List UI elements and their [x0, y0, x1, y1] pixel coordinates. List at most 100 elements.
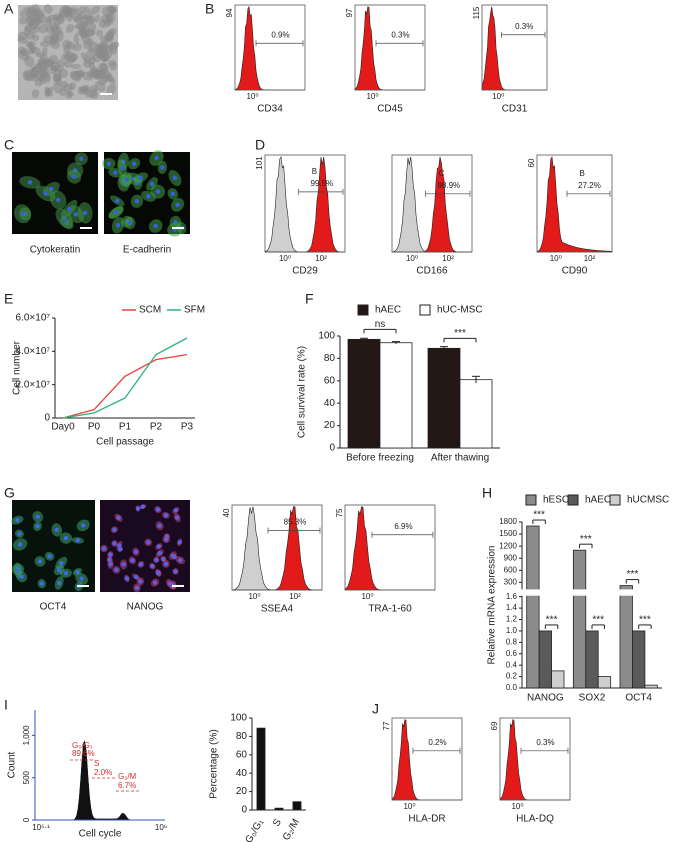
nucleus	[121, 562, 126, 567]
cell	[38, 23, 48, 34]
gate-percent: 99.5%	[310, 179, 333, 188]
micrograph	[102, 150, 190, 237]
y-tick-label: 300	[504, 577, 518, 586]
y-max-label: 75	[335, 508, 344, 517]
nucleus	[155, 189, 161, 194]
y-tick-label: 20	[236, 786, 248, 797]
cell	[72, 14, 82, 23]
y-tick-label: 0	[44, 413, 50, 424]
nucleus	[113, 210, 119, 215]
y-tick-label: 60	[324, 375, 336, 386]
cell	[79, 26, 90, 39]
x-axis-label: CD166	[416, 266, 448, 277]
x-axis-label: CD34	[257, 104, 283, 115]
y-tick-label: 500	[22, 770, 31, 784]
x-tick-label: 10²	[289, 592, 301, 601]
y-tick-label: 0	[22, 817, 31, 822]
phase-name: S	[94, 759, 99, 768]
nucleus	[17, 531, 22, 536]
cell	[29, 19, 40, 31]
cell	[103, 70, 112, 80]
nucleus	[157, 523, 162, 528]
nucleus	[146, 194, 151, 199]
panel-label: D	[255, 137, 265, 153]
x-axis-label: HLA-DR	[408, 814, 445, 825]
nucleus	[108, 552, 113, 557]
y-tick-label: 0.0	[506, 683, 518, 692]
phase-name: G₀/G₁	[72, 741, 93, 750]
nucleus	[39, 581, 44, 586]
x-tick-label: 10⁰	[492, 92, 504, 101]
nucleus	[37, 559, 43, 564]
histogram	[536, 155, 613, 253]
phase-percent: 2.0%	[94, 768, 112, 777]
x-axis-label: TRA-1-60	[368, 604, 412, 615]
series-line	[62, 354, 188, 419]
y-tick-label: 0	[329, 443, 335, 454]
cell	[91, 68, 99, 78]
legend-swatch	[357, 304, 369, 316]
y-tick-label: 600	[504, 565, 518, 574]
legend-label: hESC	[543, 495, 569, 506]
cell	[95, 51, 106, 59]
y-tick-label: 6.0×10⁷	[16, 313, 51, 324]
plot-frame	[536, 154, 613, 253]
significance-label: ***	[454, 328, 466, 339]
gate-percent: 6.9%	[394, 522, 412, 531]
nucleus	[115, 223, 121, 228]
nucleus	[47, 554, 52, 559]
y-tick-label: 1,000	[22, 725, 31, 746]
nucleus	[127, 220, 133, 226]
micrograph	[12, 152, 98, 234]
nucleus	[130, 558, 135, 563]
x-tick-label: S	[271, 817, 284, 829]
cell	[49, 64, 57, 75]
nucleus	[15, 517, 20, 523]
nucleus	[106, 161, 111, 166]
gate-percent: 0.3%	[536, 738, 554, 747]
significance-label: ***	[639, 615, 651, 626]
nucleus	[160, 165, 165, 170]
cell	[62, 39, 72, 50]
x-tick-label: OCT4	[625, 693, 652, 704]
nucleus	[67, 206, 72, 212]
x-tick-label: Before freezing	[346, 453, 414, 464]
nucleus	[153, 223, 158, 229]
y-tick-label: 20	[324, 420, 336, 431]
x-tick-label: 10⁰	[511, 802, 523, 811]
legend-label: hUCMSC	[627, 495, 669, 506]
cell	[105, 13, 116, 23]
cell	[87, 69, 94, 78]
y-tick-label: 0	[241, 805, 247, 816]
plot-frame	[481, 4, 548, 91]
cell	[31, 34, 40, 42]
legend-label: SCM	[139, 305, 161, 316]
nucleus	[138, 175, 144, 180]
nucleus	[164, 537, 169, 542]
cell	[107, 41, 120, 51]
nucleus	[131, 161, 137, 166]
bar	[585, 630, 599, 689]
cell	[96, 29, 104, 37]
nucleus	[163, 561, 169, 567]
cell	[73, 33, 80, 45]
cell	[83, 56, 91, 64]
cell	[104, 32, 114, 43]
nucleus	[134, 199, 140, 204]
panel-label: B	[205, 1, 214, 17]
cell	[37, 70, 45, 82]
cell	[84, 84, 91, 95]
y-max-label: 94	[225, 8, 234, 17]
panel-label: H	[482, 485, 492, 501]
gate-percent: 98.9%	[437, 181, 460, 190]
cell	[65, 52, 79, 62]
cell	[44, 87, 50, 98]
cell	[63, 60, 73, 68]
plot-frame	[391, 154, 473, 253]
y-max-label: 40	[222, 508, 231, 517]
nucleus	[140, 504, 146, 509]
nucleus	[56, 567, 62, 573]
nucleus	[175, 515, 180, 520]
y-max-label: 60	[527, 158, 536, 167]
phase-percent: 89.6%	[72, 749, 95, 758]
